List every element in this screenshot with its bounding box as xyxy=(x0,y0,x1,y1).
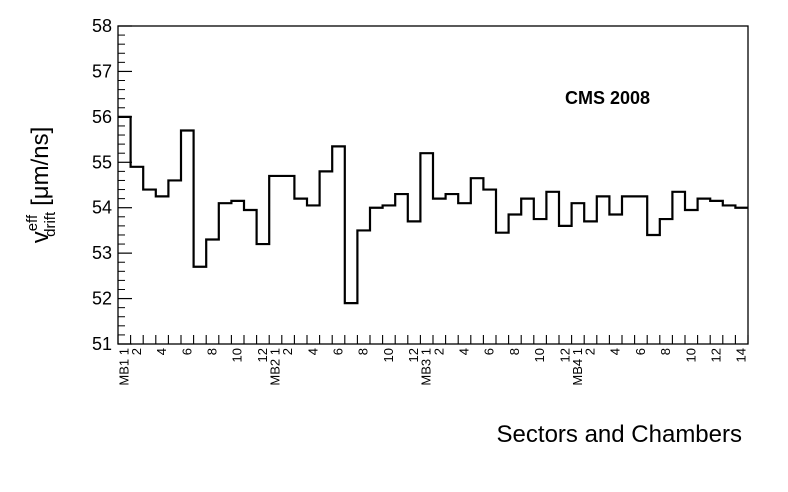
x-tick-label: 4 xyxy=(154,348,169,355)
x-tick-label: 2 xyxy=(583,348,598,355)
x-tick-label: 8 xyxy=(356,348,371,355)
y-tick-label: 52 xyxy=(92,289,112,309)
x-tick-label: MB2 1 xyxy=(268,348,283,386)
x-tick-label: 2 xyxy=(431,348,446,355)
x-tick-label: 10 xyxy=(532,348,547,362)
x-tick-label: 8 xyxy=(205,348,220,355)
x-tick-label: 12 xyxy=(406,348,421,362)
y-tick-label: 55 xyxy=(92,152,112,172)
y-tick-label: 56 xyxy=(92,107,112,127)
x-tick-label: 10 xyxy=(230,348,245,362)
y-axis-title-sup: eff xyxy=(24,214,41,231)
x-tick-label: MB3 1 xyxy=(419,348,434,386)
x-tick-label: 12 xyxy=(709,348,724,362)
x-tick-label: 4 xyxy=(305,348,320,355)
cms-annotation: CMS 2008 xyxy=(565,88,650,108)
x-tick-label: 14 xyxy=(734,348,749,362)
series-line xyxy=(118,115,748,305)
y-axis-title: veffdrift [μm/ns] xyxy=(24,127,59,244)
series-layer xyxy=(118,115,748,305)
x-tick-label: 8 xyxy=(658,348,673,355)
y-axis-title-unit: [μm/ns] xyxy=(27,127,54,206)
y-tick-label: 58 xyxy=(92,16,112,36)
x-tick-label: MB1 1 xyxy=(116,348,131,386)
y-tick-label: 53 xyxy=(92,243,112,263)
x-tick-label: 12 xyxy=(255,348,270,362)
x-tick-label: 6 xyxy=(482,348,497,355)
y-tick-label: 54 xyxy=(92,198,112,218)
x-tick-label: 2 xyxy=(129,348,144,355)
x-tick-label: 4 xyxy=(457,348,472,355)
x-tick-label: 8 xyxy=(507,348,522,355)
x-tick-label: 4 xyxy=(608,348,623,355)
x-tick-label: 6 xyxy=(331,348,346,355)
x-tick-label: 10 xyxy=(683,348,698,362)
x-axis-title: Sectors and Chambers xyxy=(497,421,742,448)
x-tick-label: 6 xyxy=(633,348,648,355)
x-tick-label: 2 xyxy=(280,348,295,355)
x-tick-label: MB4 1 xyxy=(570,348,585,386)
y-axis-title-base: v xyxy=(27,231,54,243)
y-axis-title-sub: drift xyxy=(42,211,59,237)
y-tick-label: 51 xyxy=(92,334,112,354)
y-tick-label: 57 xyxy=(92,61,112,81)
x-tick-label: 6 xyxy=(179,348,194,355)
x-tick-label: 12 xyxy=(557,348,572,362)
plot-frame xyxy=(117,25,749,345)
x-tick-label: 10 xyxy=(381,348,396,362)
